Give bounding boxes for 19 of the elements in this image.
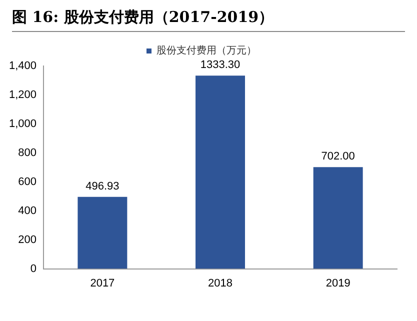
x-tick-label: 2017 <box>90 277 115 290</box>
y-tick-label: 400 <box>18 204 37 217</box>
chart-title: 图 16: 股份支付费用（2017-2019） <box>12 8 405 32</box>
y-tick-label: 1,000 <box>8 118 37 130</box>
data-label: 1333.30 <box>200 59 240 72</box>
x-tick-label: 2019 <box>326 277 350 290</box>
x-tick-label: 2018 <box>208 277 233 290</box>
y-tick-label: 200 <box>18 234 37 246</box>
y-tick-label: 1,400 <box>8 60 37 72</box>
bar <box>78 196 128 269</box>
bar <box>196 76 246 269</box>
y-tick-label: 0 <box>30 262 37 275</box>
data-label: 702.00 <box>321 150 355 163</box>
y-tick-label: 600 <box>18 176 37 188</box>
legend-label: 股份支付费用（万元） <box>156 44 256 57</box>
data-label: 496.93 <box>86 180 120 192</box>
bar <box>313 167 363 269</box>
y-tick-label: 1,200 <box>8 89 37 102</box>
y-tick-label: 800 <box>18 146 37 159</box>
